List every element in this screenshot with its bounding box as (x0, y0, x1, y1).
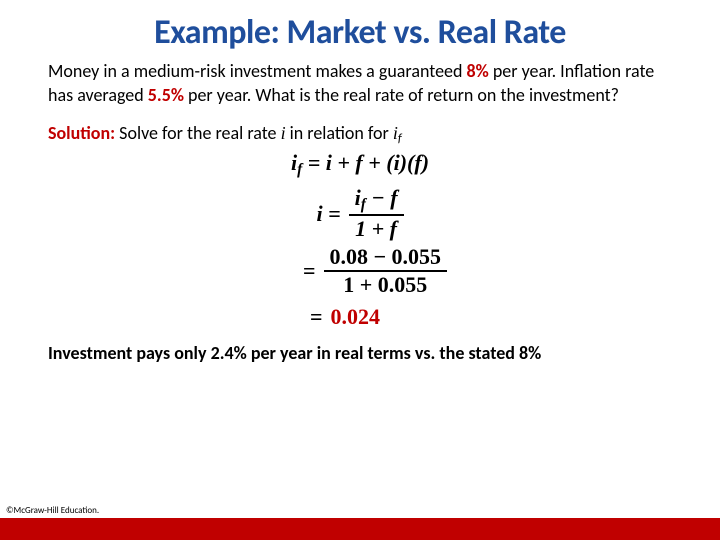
equation-4: = 0.024 (48, 306, 672, 328)
inflation-rate: 5.5% (148, 84, 184, 106)
eq2-lhs: i = (316, 203, 340, 225)
eq3-numerator: 0.08 − 0.055 (324, 246, 448, 272)
guaranteed-rate: 8% (467, 60, 489, 82)
slide-body: Money in a medium-risk investment makes … (0, 53, 720, 364)
eq2-numerator: if − f (349, 187, 404, 216)
slide: Example: Market vs. Real Rate Money in a… (0, 0, 720, 540)
eq3-denominator: 1 + 0.055 (324, 272, 448, 296)
eq1-rhs: = i + f + (i)(f) (302, 150, 429, 175)
eq4-value: 0.024 (331, 306, 381, 328)
solution-var-if-sub: f (398, 131, 402, 146)
problem-text-1: Money in a medium-risk investment makes … (48, 60, 467, 82)
footer-bar (0, 518, 720, 540)
equation-block: if = i + f + (i)(f) i = if − f 1 + f = 0… (48, 152, 672, 329)
solution-line: Solution: Solve for the real rate i in r… (48, 122, 672, 146)
eq4-equals: = (310, 306, 323, 328)
equation-3: = 0.08 − 0.055 1 + 0.055 (48, 246, 672, 296)
eq2-denominator: 1 + f (349, 216, 404, 240)
solution-label: Solution: (48, 122, 115, 144)
slide-title: Example: Market vs. Real Rate (0, 0, 720, 53)
eq3-equals: = (303, 260, 316, 282)
eq3-fraction: 0.08 − 0.055 1 + 0.055 (324, 246, 448, 296)
equation-1: if = i + f + (i)(f) (48, 152, 672, 177)
problem-text-3: per year. What is the real rate of retur… (184, 84, 619, 106)
solution-text-2: in relation for (286, 122, 393, 144)
problem-statement: Money in a medium-risk investment makes … (48, 59, 672, 108)
equation-2: i = if − f 1 + f (48, 187, 672, 240)
eq2-num-rest: − f (366, 185, 398, 210)
conclusion: Investment pays only 2.4% per year in re… (48, 342, 672, 364)
solution-text-1: Solve for the real rate (115, 122, 280, 144)
eq2-fraction: if − f 1 + f (349, 187, 404, 240)
copyright-text: ©McGraw-Hill Education. (6, 505, 99, 516)
